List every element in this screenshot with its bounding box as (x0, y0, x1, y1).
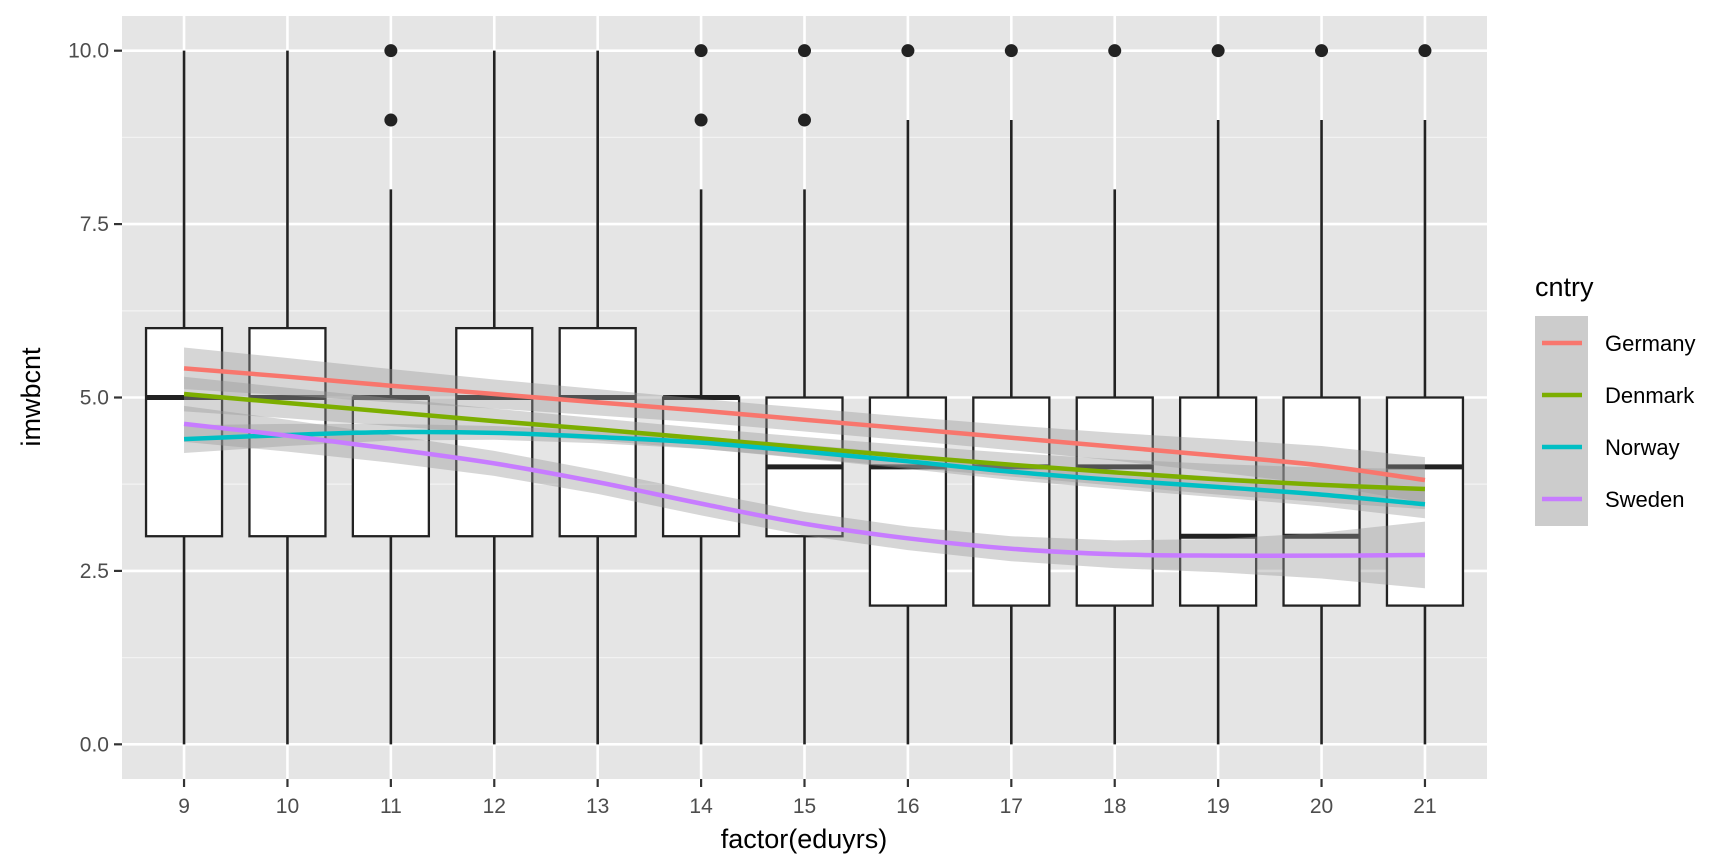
x-tick-label: 12 (483, 795, 506, 818)
legend-item-norway: Norway (1542, 435, 1680, 460)
legend-item-denmark: Denmark (1542, 383, 1695, 408)
outlier-point (798, 44, 811, 58)
x-tick-label: 9 (178, 795, 190, 818)
outlier-point (1211, 44, 1225, 58)
smooth-lines (183, 366, 1426, 559)
legend-label: Germany (1605, 331, 1695, 356)
outlier-point (1108, 44, 1122, 58)
y-tick-label: 5.0 (80, 387, 109, 410)
confidence-band-sweden (184, 405, 1425, 589)
y-tick-label: 7.5 (80, 213, 109, 236)
outlier-point (694, 113, 708, 127)
box (972, 396, 1051, 607)
smooth-line-sweden (183, 421, 1425, 559)
legend-item-sweden: Sweden (1542, 487, 1685, 512)
x-tick-label: 18 (1103, 795, 1126, 818)
legend-items: Germany Denmark Norway Sweden (1542, 331, 1695, 512)
outlier-point (1418, 44, 1432, 58)
boxplot-19 (1178, 44, 1258, 745)
boxplot-18 (1075, 44, 1154, 745)
boxplot-11 (351, 44, 431, 745)
box (1075, 396, 1154, 607)
x-tick-label: 21 (1413, 795, 1436, 818)
smooth-line-norway (183, 429, 1426, 507)
legend-label: Norway (1605, 435, 1680, 460)
x-tick-label: 15 (793, 795, 816, 818)
x-axis-title: factor(eduyrs) (721, 824, 888, 854)
legend: cntry Germany Denmark Norway Sweden (1535, 272, 1695, 526)
y-axis-title: imwbcnt (16, 347, 46, 447)
outlier-point (694, 44, 708, 58)
legend-key-background (1535, 316, 1588, 526)
x-tick-label: 20 (1310, 795, 1333, 818)
boxplot-20 (1282, 44, 1361, 745)
box (144, 326, 224, 538)
x-tick-label: 17 (1000, 795, 1023, 818)
legend-item-germany: Germany (1542, 331, 1695, 356)
boxplot-17 (972, 44, 1051, 745)
x-tick-label: 14 (689, 795, 713, 818)
y-tick-label: 0.0 (80, 733, 109, 756)
y-axis-ticks: 0.0 2.5 5.0 7.5 10.0 (68, 40, 122, 756)
boxplot-9 (144, 50, 224, 745)
boxplot-14 (661, 44, 741, 745)
outlier-point (1004, 44, 1018, 58)
confidence-band-germany (184, 347, 1425, 503)
x-axis-ticks: 9 10 11 12 13 14 15 16 17 18 19 20 21 (178, 779, 1437, 818)
x-tick-label: 16 (896, 795, 919, 818)
box (661, 396, 741, 538)
confidence-band-denmark (184, 376, 1425, 510)
x-tick-label: 19 (1206, 795, 1229, 818)
outlier-point (798, 113, 811, 127)
boxplot-13 (558, 50, 637, 745)
outlier-point (901, 44, 915, 58)
y-tick-label: 10.0 (68, 40, 109, 63)
x-tick-label: 13 (586, 795, 609, 818)
outlier-point (384, 44, 398, 58)
box (1178, 396, 1258, 607)
outlier-point (1315, 44, 1329, 58)
outlier-point (384, 113, 398, 127)
x-tick-label: 11 (380, 795, 402, 818)
box (351, 396, 431, 538)
x-tick-label: 10 (276, 795, 299, 818)
smooth-line-denmark (183, 391, 1426, 492)
legend-title: cntry (1535, 272, 1594, 302)
box (1282, 396, 1361, 607)
legend-label: Sweden (1605, 487, 1685, 512)
y-tick-label: 2.5 (80, 560, 109, 583)
smooth-line-germany (183, 366, 1426, 483)
legend-label: Denmark (1605, 383, 1695, 408)
